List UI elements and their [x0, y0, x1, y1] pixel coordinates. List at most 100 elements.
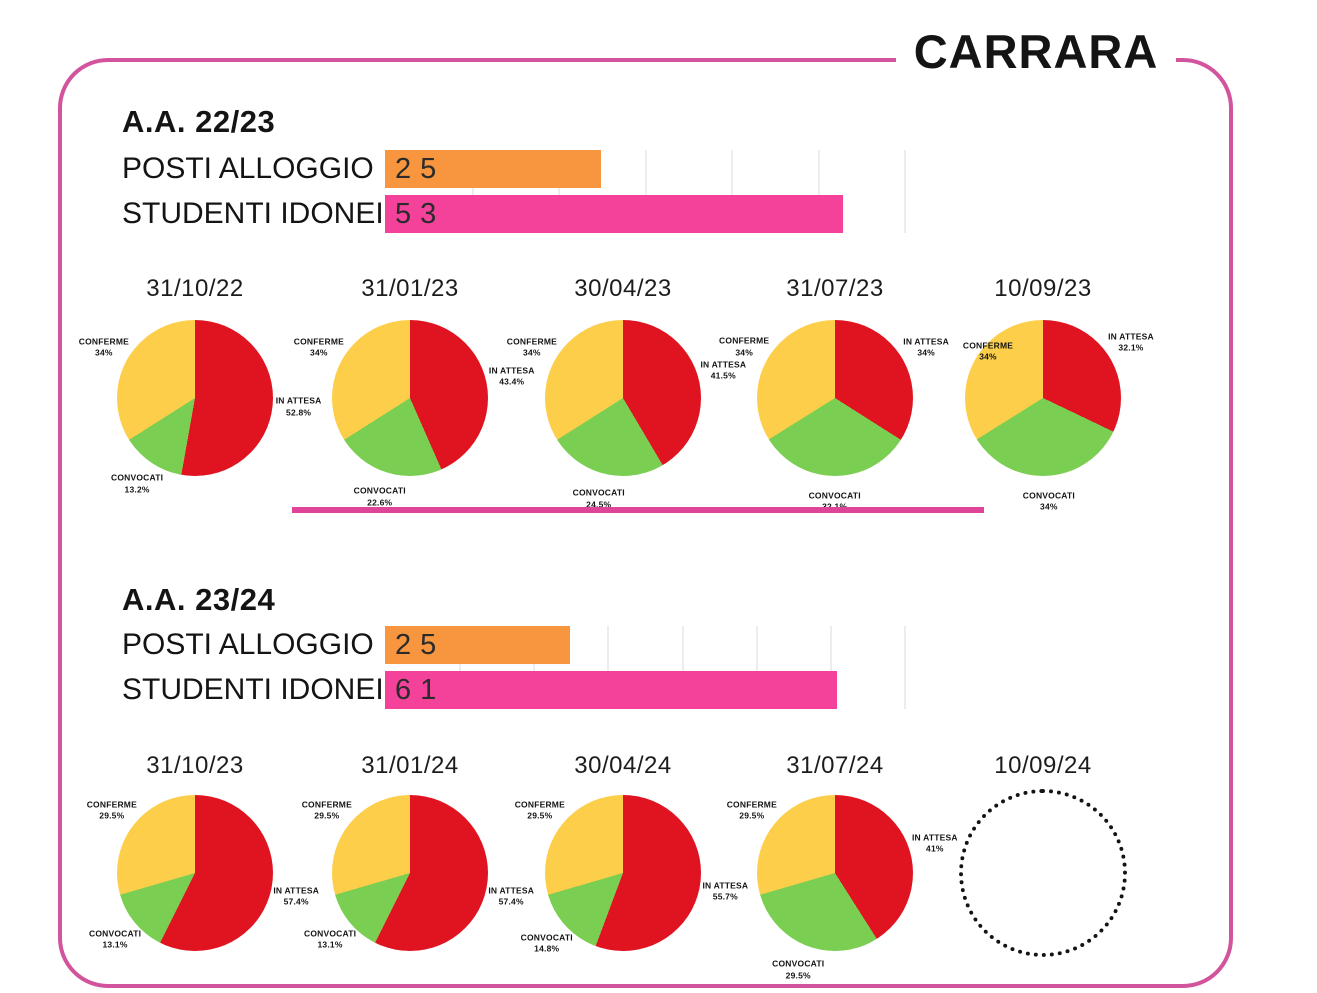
gridline: [607, 626, 610, 709]
pie-slice-name: CONFERME: [506, 336, 557, 347]
title-border-gap: [896, 46, 1176, 72]
gridline: [471, 150, 474, 233]
bar-studenti-idonei: 53: [385, 195, 844, 233]
gridline: [817, 150, 820, 233]
pie-slice-name: IN ATTESA: [488, 365, 535, 376]
bar-track: 25: [385, 150, 904, 188]
pie-slice-percentage: 34%: [310, 347, 328, 358]
pie-slice-percentage: 13.1%: [102, 939, 128, 950]
pie-slice-percentage: 57.4%: [283, 896, 309, 907]
pie-slice-label: CONFERME 29.5%: [727, 799, 777, 822]
pie-slice-percentage: 29.5%: [739, 810, 765, 821]
pie-slice-label: CONFERME 29.5%: [87, 799, 137, 822]
pie-slice-label: CONFERME 34%: [294, 336, 344, 359]
pie-slice-name: CONFERME: [301, 799, 352, 810]
pie-slice-label: IN ATTESA 43.4%: [489, 365, 535, 388]
pie-slice-percentage: 34%: [523, 347, 541, 358]
pie-slice-percentage: 22.6%: [367, 497, 393, 508]
bar-category-label: POSTI ALLOGGIO: [122, 628, 374, 661]
pie-slice-percentage: 34%: [917, 347, 935, 358]
pie-slice-name: CONVOCATI: [772, 958, 825, 969]
pie-slice-label: CONVOCATI32.1%: [809, 491, 861, 514]
pie-slice-label: IN ATTESA 34%: [903, 336, 949, 359]
pie-slice-name: CONFERME: [78, 336, 129, 347]
pie-slice-percentage: 29.5%: [99, 810, 125, 821]
pie-slice-name: CONVOCATI: [572, 487, 625, 498]
pie-slice-label: CONVOCATI 29.5%: [772, 959, 824, 982]
gridline: [731, 150, 733, 233]
pie-slice-percentage: 55.7%: [712, 891, 738, 902]
pie-slice-name: IN ATTESA: [275, 395, 322, 406]
pie-slice-name: IN ATTESA: [912, 832, 958, 843]
pie-date-label: 31/10/22: [146, 275, 244, 302]
pie-slice-label: CONVOCATI 22.6%: [354, 486, 406, 509]
bar-row-studenti-idonei: STUDENTI IDONEI 61: [122, 671, 912, 709]
pie-slice-percentage: 29.5%: [527, 810, 553, 821]
bar-value: 25: [395, 628, 446, 661]
pie-date-label: 31/01/24: [361, 752, 459, 779]
pie-slice-percentage: 34%: [979, 352, 997, 362]
pie-date-label: 31/07/23: [786, 275, 884, 302]
bar-value: 61: [395, 673, 446, 706]
pie-date-label: 10/09/24: [994, 752, 1092, 779]
pie-slice-percentage: 32.1%: [809, 502, 861, 513]
pie-slice-label: CONVOCATI 13.1%: [304, 928, 356, 951]
section-heading-aa-22-23: A.A. 22/23: [122, 104, 276, 139]
bar-category-label: STUDENTI IDONEI: [122, 197, 384, 230]
pie-slice-label: IN ATTESA 55.7%: [702, 880, 748, 903]
pie-slice-name: CONVOCATI: [88, 928, 142, 939]
gridline: [755, 626, 758, 709]
pie-slice-name: CONFERME: [962, 340, 1014, 351]
card-border: [58, 58, 1233, 988]
bar-track: 53: [385, 195, 904, 233]
pie-slice-name: IN ATTESA: [1108, 331, 1154, 342]
pie-slice-percentage: 41%: [926, 843, 944, 854]
gridline: [681, 626, 684, 709]
bar-posti-alloggio: 25: [385, 150, 602, 188]
pie-slice-name: CONVOCATI: [808, 490, 861, 501]
pie-slice-percentage: 34%: [1040, 501, 1058, 512]
bar-posti-alloggio: 25: [385, 626, 571, 664]
pie-slice-label: IN ATTESA 32.1%: [1108, 331, 1154, 354]
pie-slice-label: IN ATTESA 57.4%: [488, 885, 534, 908]
pie-slice-percentage: 52.8%: [286, 407, 312, 418]
bar-grid: [385, 150, 906, 233]
gridline: [558, 150, 560, 233]
bar-chart-aa-23-24: POSTI ALLOGGIO 25 STUDENTI IDONEI 61: [122, 626, 912, 716]
pie-chart: [117, 320, 273, 476]
pie-slice-percentage: 32.1%: [1118, 342, 1144, 353]
pie-slice-name: IN ATTESA: [700, 359, 747, 370]
bar-category-label: POSTI ALLOGGIO: [122, 152, 374, 185]
pie-chart: [545, 795, 701, 951]
bar-row-posti-alloggio: POSTI ALLOGGIO 25: [122, 626, 912, 664]
pie-slice-percentage: 34%: [95, 347, 113, 358]
gridline: [533, 626, 536, 709]
pie-date-label: 10/09/23: [994, 275, 1092, 302]
gridline: [904, 150, 906, 233]
pie-slice-label: CONFERME 34%: [963, 341, 1013, 364]
pie-slice-name: CONVOCATI: [110, 472, 164, 483]
pie-slice-name: CONVOCATI: [520, 932, 573, 943]
pie-chart: [332, 320, 488, 476]
pie-chart: [117, 795, 273, 951]
pie-slice-name: CONFERME: [726, 799, 777, 810]
pie-date-label: 30/04/23: [574, 275, 672, 302]
pie-date-label: 31/10/23: [146, 752, 244, 779]
pie-slice-label: IN ATTESA 52.8%: [276, 396, 322, 419]
bar-row-posti-alloggio: POSTI ALLOGGIO 25: [122, 150, 912, 188]
bar-grid: [385, 626, 906, 709]
gridline: [644, 150, 647, 233]
bar-value: 25: [395, 152, 446, 185]
gridline: [904, 626, 906, 709]
pie-slice-percentage: 13.1%: [317, 939, 343, 950]
pie-slice-label: IN ATTESA 57.4%: [273, 885, 319, 908]
pie-slice-name: CONFERME: [293, 336, 344, 347]
pie-slice-name: CONFERME: [719, 335, 770, 346]
pie-slice-percentage: 29.5%: [314, 810, 340, 821]
pie-chart: [757, 320, 913, 476]
bar-chart-aa-22-23: POSTI ALLOGGIO 25 STUDENTI IDONEI 53: [122, 150, 912, 240]
bar-track: 25: [385, 626, 904, 664]
pie-slice-label: CONVOCATI 14.8%: [521, 932, 573, 955]
pie-slice-name: IN ATTESA: [702, 880, 749, 891]
pie-slice-label: CONFERME 29.5%: [515, 799, 565, 822]
